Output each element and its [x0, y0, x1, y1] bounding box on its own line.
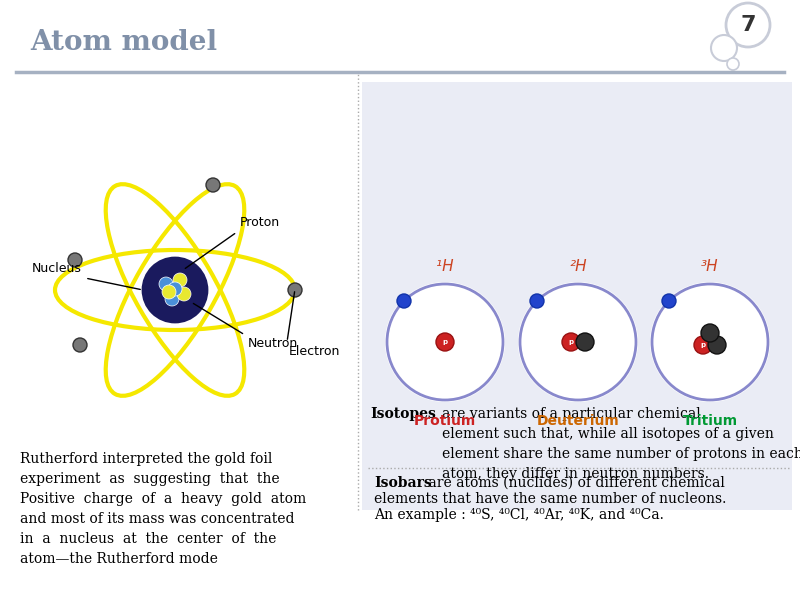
Circle shape — [165, 292, 179, 306]
Circle shape — [397, 294, 411, 308]
Text: p: p — [701, 342, 706, 348]
Circle shape — [576, 333, 594, 351]
Text: Deuterium: Deuterium — [537, 414, 619, 428]
Circle shape — [159, 277, 173, 291]
Circle shape — [530, 294, 544, 308]
Circle shape — [711, 35, 737, 61]
Text: Proton: Proton — [240, 216, 280, 229]
Text: Tritium: Tritium — [682, 414, 738, 428]
Text: Isotopes: Isotopes — [370, 407, 436, 421]
Text: Neutron: Neutron — [248, 337, 298, 350]
Text: ¹H: ¹H — [436, 259, 454, 274]
Text: Isobars: Isobars — [374, 476, 432, 490]
Text: An example : ⁴⁰S, ⁴⁰Cl, ⁴⁰Ar, ⁴⁰K, and ⁴⁰Ca.: An example : ⁴⁰S, ⁴⁰Cl, ⁴⁰Ar, ⁴⁰K, and ⁴… — [374, 508, 664, 522]
FancyBboxPatch shape — [362, 82, 792, 510]
Circle shape — [177, 287, 191, 301]
Text: ²H: ²H — [569, 259, 587, 274]
Circle shape — [662, 294, 676, 308]
Circle shape — [385, 282, 505, 402]
Circle shape — [162, 285, 176, 299]
Text: elements that have the same number of nucleons.: elements that have the same number of nu… — [374, 492, 726, 506]
Circle shape — [701, 324, 719, 342]
Text: 7: 7 — [740, 15, 756, 35]
Text: Nucleus: Nucleus — [32, 262, 82, 275]
Circle shape — [727, 58, 739, 70]
Circle shape — [650, 282, 770, 402]
Circle shape — [73, 338, 87, 352]
Circle shape — [143, 258, 207, 322]
Text: Electron: Electron — [289, 345, 340, 358]
Circle shape — [708, 336, 726, 354]
Text: Atom model: Atom model — [30, 28, 217, 55]
Text: p: p — [569, 339, 574, 345]
Circle shape — [68, 253, 82, 267]
Circle shape — [436, 333, 454, 351]
Text: p: p — [442, 339, 447, 345]
Text: are atoms (nuclides) of different chemical: are atoms (nuclides) of different chemic… — [424, 476, 725, 490]
Circle shape — [726, 3, 770, 47]
Circle shape — [518, 282, 638, 402]
Circle shape — [173, 273, 187, 287]
Text: ³H: ³H — [701, 259, 719, 274]
Text: are variants of a particular chemical
element such that, while all isotopes of a: are variants of a particular chemical el… — [442, 407, 800, 481]
Circle shape — [206, 178, 220, 192]
Circle shape — [694, 336, 712, 354]
Text: Protium: Protium — [414, 414, 476, 428]
Circle shape — [288, 283, 302, 297]
Circle shape — [562, 333, 580, 351]
Text: Rutherford interpreted the gold foil
experiment  as  suggesting  that  the
Posit: Rutherford interpreted the gold foil exp… — [20, 452, 306, 566]
Circle shape — [168, 282, 182, 296]
